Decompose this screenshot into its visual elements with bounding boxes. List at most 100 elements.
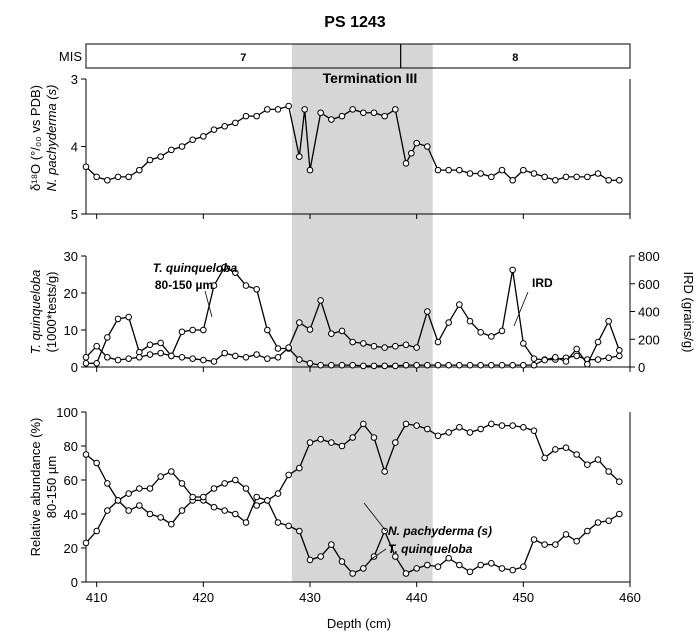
d18o-ylabel: δ¹⁸O (°/₀₀ vs PDB) [28, 85, 43, 191]
data-point [402, 570, 410, 577]
data-point [509, 422, 516, 429]
data-point [146, 341, 154, 349]
x-tick-label: 420 [192, 590, 214, 605]
data-point [424, 308, 431, 315]
data-point [434, 432, 442, 440]
data-point [466, 429, 474, 436]
data-point [296, 527, 303, 535]
data-point [157, 153, 164, 160]
termination-label: Termination III [323, 70, 418, 86]
data-point [157, 514, 164, 521]
data-point [370, 109, 378, 117]
data-point [168, 352, 175, 360]
data-point [178, 353, 186, 361]
data-point [616, 347, 623, 354]
ird-series-label: IRD [532, 276, 553, 290]
data-point [221, 122, 228, 130]
data-point [157, 473, 164, 480]
data-point [338, 112, 346, 120]
data-point [264, 326, 271, 334]
termination-shading [291, 44, 433, 582]
y-tick-label: 3 [71, 72, 78, 87]
data-point [306, 556, 314, 564]
data-point [328, 116, 335, 123]
data-point [434, 361, 442, 369]
x-tick-label: 430 [299, 590, 321, 605]
data-point [498, 361, 506, 369]
data-point [178, 480, 186, 487]
data-point [498, 327, 506, 335]
data-point [296, 356, 303, 363]
data-point [413, 344, 420, 351]
data-point [434, 563, 442, 571]
data-point [402, 341, 410, 349]
data-point [456, 424, 463, 431]
data-point [392, 106, 399, 113]
right-y-tick-label: 400 [638, 305, 660, 320]
data-point [509, 176, 516, 184]
data-point [136, 166, 143, 174]
data-point [445, 554, 452, 562]
data-point [594, 456, 602, 463]
data-point [253, 493, 260, 501]
data-point [338, 361, 346, 369]
mis-stage-box [400, 43, 631, 69]
data-point [274, 345, 282, 352]
y-tick-label: 4 [71, 140, 78, 155]
data-point [392, 553, 399, 560]
data-point [232, 119, 239, 127]
data-point [573, 537, 580, 545]
data-point [328, 330, 335, 338]
data-point [488, 420, 495, 428]
data-point [136, 353, 143, 361]
data-point [466, 568, 474, 576]
data-point [146, 510, 154, 518]
data-point [306, 166, 314, 174]
data-point [242, 519, 250, 526]
data-point [402, 420, 410, 428]
data-point [605, 468, 612, 475]
data-point [584, 461, 591, 469]
data-point [82, 360, 90, 367]
data-point [285, 344, 292, 351]
data-point [317, 297, 324, 304]
data-point [434, 166, 442, 174]
mis-stage-label: 8 [512, 52, 518, 64]
data-point [301, 106, 308, 113]
data-point [317, 361, 324, 369]
data-point [210, 282, 218, 289]
data-point [392, 342, 399, 350]
data-point [552, 541, 559, 548]
data-point [157, 349, 164, 357]
data-point [317, 553, 324, 560]
data-point [328, 361, 335, 369]
data-point [232, 510, 239, 518]
data-point [360, 362, 367, 370]
data-point [616, 352, 623, 360]
data-point [573, 451, 580, 458]
data-point [370, 362, 378, 370]
data-point [210, 485, 218, 492]
data-point [562, 531, 570, 538]
data-point [381, 112, 388, 120]
y-tick-label: 5 [71, 207, 78, 222]
data-point [104, 334, 111, 341]
y-tick-label: 0 [71, 360, 78, 375]
data-point [274, 519, 282, 526]
data-point [189, 493, 196, 501]
data-point [456, 361, 463, 369]
x-axis-label: Depth (cm) [327, 616, 391, 631]
data-point [498, 422, 506, 429]
data-point [328, 439, 335, 446]
y-tick-label: 100 [56, 405, 78, 420]
data-point [242, 282, 250, 289]
data-point [456, 166, 463, 174]
data-point [317, 109, 324, 117]
data-point [114, 497, 122, 504]
data-point [424, 361, 431, 369]
right-y-tick-label: 200 [638, 332, 660, 347]
data-point [520, 340, 527, 347]
data-point [285, 522, 292, 530]
data-point [413, 565, 420, 572]
d18o-panel: 3 4 5 [71, 72, 631, 222]
